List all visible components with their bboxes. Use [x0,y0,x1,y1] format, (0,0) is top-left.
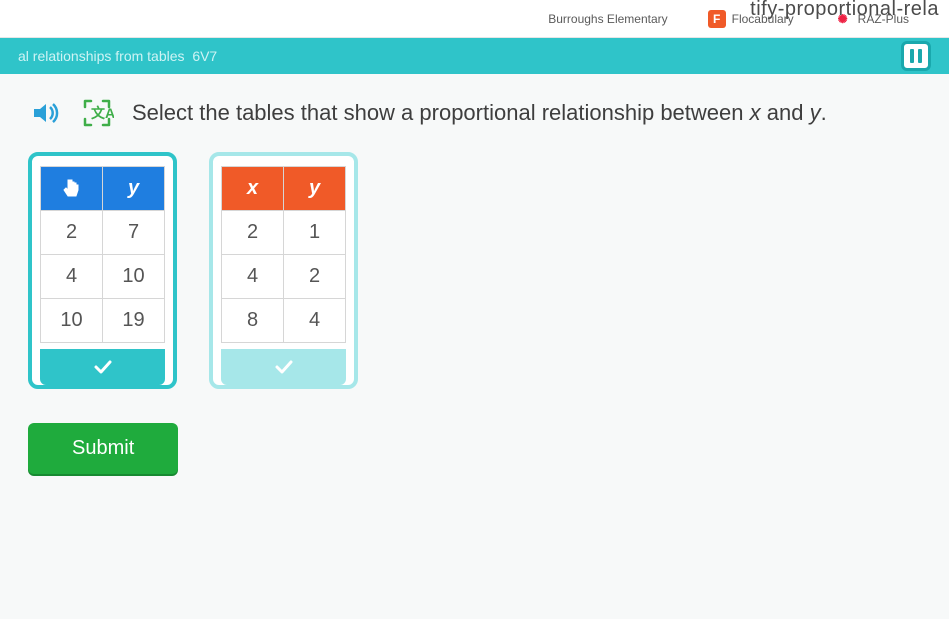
browser-bookmarks-bar: Burroughs Elementary F Flocabulary ✺ RAZ… [0,0,949,38]
table-cell: 7 [103,211,165,255]
question-area: 文A Select the tables that show a proport… [0,74,949,496]
question-row: 文A Select the tables that show a proport… [28,96,921,130]
skill-header-bar: al relationships from tables 6V7 [0,38,949,74]
table-cell: 1 [284,211,346,255]
table-row: 84 [222,299,346,343]
url-fragment: tify-proportional-rela [750,0,939,21]
tables-row: y274101019xy214284 [28,152,921,389]
table-cell: 4 [41,255,103,299]
check-icon [273,356,295,378]
table-cell: 2 [41,211,103,255]
pause-button[interactable] [901,41,931,71]
column-header-x [41,167,103,211]
submit-button[interactable]: Submit [28,423,178,474]
table-cell: 4 [284,299,346,343]
hand-cursor-icon [59,176,85,202]
table-cell: 10 [41,299,103,343]
selection-check [221,349,346,385]
table-row: 42 [222,255,346,299]
table-row: 27 [41,211,165,255]
table-cell: 10 [103,255,165,299]
table-cell: 2 [222,211,284,255]
table-cell: 2 [284,255,346,299]
bookmark-burroughs[interactable]: Burroughs Elementary [548,12,667,26]
table-row: 21 [222,211,346,255]
translate-icon[interactable]: 文A [80,96,114,130]
table-cell: 19 [103,299,165,343]
table-option-1[interactable]: xy214284 [209,152,358,389]
check-icon [92,356,114,378]
table-row: 1019 [41,299,165,343]
table-cell: 4 [222,255,284,299]
table-option-0[interactable]: y274101019 [28,152,177,389]
column-header-x: x [222,167,284,211]
flocabulary-icon: F [708,10,726,28]
table-row: 410 [41,255,165,299]
svg-text:文A: 文A [91,105,114,121]
audio-icon[interactable] [28,96,62,130]
column-header-y: y [284,167,346,211]
column-header-y: y [103,167,165,211]
skill-title: al relationships from tables 6V7 [18,48,217,64]
question-text: Select the tables that show a proportion… [132,100,827,126]
table-cell: 8 [222,299,284,343]
selection-check [40,349,165,385]
